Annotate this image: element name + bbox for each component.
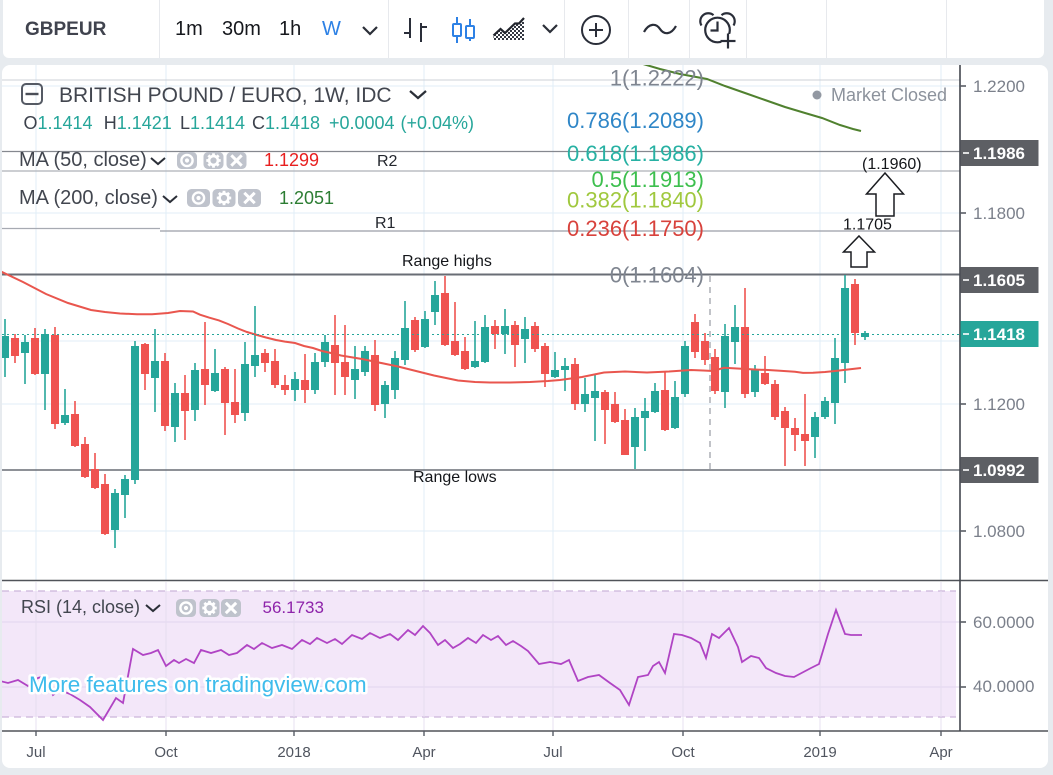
svg-text:1.1800: 1.1800 <box>973 204 1025 223</box>
svg-text:0.382(1.1840): 0.382(1.1840) <box>567 188 704 213</box>
svg-text:MA (200, close): MA (200, close) <box>19 187 158 209</box>
svg-text:Range highs: Range highs <box>402 253 492 270</box>
svg-text:R1: R1 <box>375 215 396 232</box>
svg-text:40.0000: 40.0000 <box>973 677 1034 696</box>
svg-text:0.618(1.1986): 0.618(1.1986) <box>567 141 704 166</box>
svg-text:1(1.2222): 1(1.2222) <box>610 66 704 91</box>
svg-text:Market Closed: Market Closed <box>831 85 947 105</box>
svg-text:RSI (14, close): RSI (14, close) <box>21 597 140 617</box>
svg-text:+0.0004: +0.0004 <box>329 113 395 133</box>
svg-text:1.1418: 1.1418 <box>973 325 1025 344</box>
svg-text:1.2200: 1.2200 <box>973 77 1025 96</box>
svg-text:60.0000: 60.0000 <box>973 613 1034 632</box>
svg-text:2019: 2019 <box>803 744 836 761</box>
svg-text:C1.1418: C1.1418 <box>252 113 320 133</box>
svg-text:0.786(1.2089): 0.786(1.2089) <box>567 108 704 133</box>
svg-text:Oct: Oct <box>154 744 178 761</box>
svg-text:(+0.04%): (+0.04%) <box>401 113 475 133</box>
svg-text:Jul: Jul <box>543 744 562 761</box>
svg-text:(1.1960): (1.1960) <box>862 156 922 173</box>
svg-text:1.1299: 1.1299 <box>264 150 319 170</box>
svg-text:Apr: Apr <box>929 744 952 761</box>
svg-text:1.1986: 1.1986 <box>973 144 1025 163</box>
svg-text:More features on tradingview.c: More features on tradingview.com <box>29 672 367 697</box>
svg-text:0(1.1604): 0(1.1604) <box>610 263 704 288</box>
svg-text:1.2051: 1.2051 <box>279 188 334 208</box>
svg-text:Jul: Jul <box>26 744 45 761</box>
svg-text:1.1605: 1.1605 <box>973 271 1025 290</box>
svg-text:1.1200: 1.1200 <box>973 395 1025 414</box>
svg-text:H1.1421: H1.1421 <box>104 113 172 133</box>
svg-text:2018: 2018 <box>277 744 310 761</box>
svg-text:BRITISH POUND / EURO, 1W, IDC: BRITISH POUND / EURO, 1W, IDC <box>59 84 392 107</box>
svg-text:56.1733: 56.1733 <box>263 598 324 617</box>
svg-text:0.5(1.1913): 0.5(1.1913) <box>591 167 704 192</box>
svg-text:O1.1414: O1.1414 <box>24 113 93 133</box>
svg-text:1.1705: 1.1705 <box>843 217 892 234</box>
svg-text:0.236(1.1750): 0.236(1.1750) <box>567 216 704 241</box>
svg-text:Apr: Apr <box>412 744 435 761</box>
svg-text:1.0992: 1.0992 <box>973 461 1025 480</box>
svg-text:1.0800: 1.0800 <box>973 522 1025 541</box>
svg-text:Oct: Oct <box>671 744 695 761</box>
svg-text:MA (50, close): MA (50, close) <box>19 149 147 171</box>
svg-text:R2: R2 <box>377 153 398 170</box>
svg-text:L1.1414: L1.1414 <box>180 113 245 133</box>
svg-text:Range lows: Range lows <box>413 469 497 486</box>
